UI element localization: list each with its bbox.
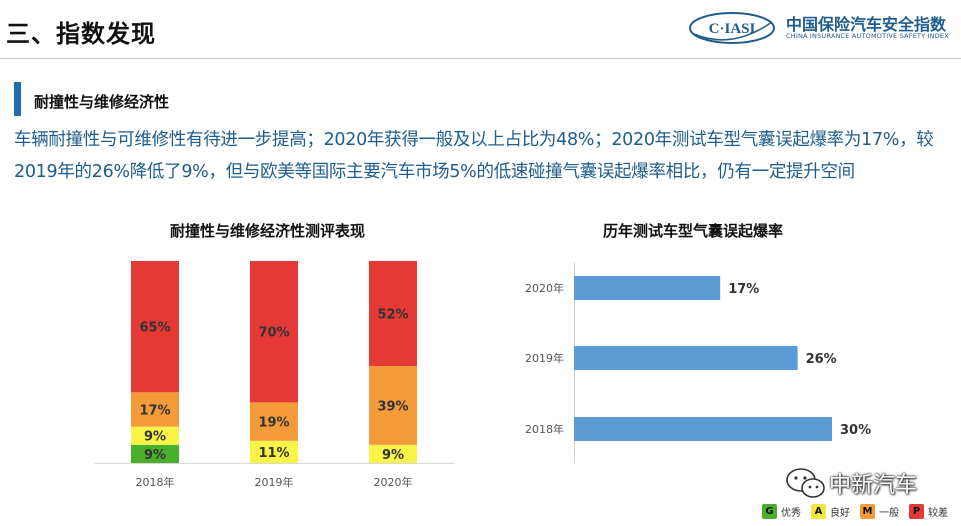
section-heading: 耐撞性与维修经济性 (34, 93, 170, 111)
bar-data-label: 9% (144, 448, 166, 463)
bar-segment-m (250, 402, 298, 441)
bar-data-label: 70% (258, 326, 289, 341)
legend-swatch-p: P (909, 503, 924, 519)
bar-segment-g (131, 444, 179, 463)
legend-label-a: 良好 (830, 507, 850, 519)
logo-name: 中国保险汽车安全指数 (786, 15, 947, 34)
ciasi-logo-mark-text: C·IASI (709, 21, 756, 37)
bar-data-label: 17% (139, 403, 170, 418)
airbag-bar (574, 346, 798, 370)
bar-data-label: 52% (377, 308, 408, 323)
bar-segment-a (369, 444, 417, 463)
bar-data-label: 9% (144, 430, 166, 445)
stacked-chart-title: 耐撞性与维修经济性测评表现 (170, 222, 366, 240)
legend-label-p: 较差 (928, 507, 948, 519)
ciasi-logo: C·IASI 中国保险汽车安全指数 CHINA INSURANCE AUTOMO… (688, 8, 956, 48)
rating-legend: G 优秀 A 良好 M 一般 P 较差 (762, 502, 958, 520)
legend-item-p: P 较差 (909, 503, 948, 519)
bar-data-label: 9% (382, 448, 404, 463)
airbag-bar (574, 417, 832, 441)
intro-paragraph: 车辆耐撞性与可维修性有待进一步提高；2020年获得一般及以上占比为48%；202… (14, 130, 934, 182)
page-title: 三、指数发现 (6, 20, 156, 48)
y-tick-label: 2020年 (525, 281, 564, 295)
airbag-data-label: 30% (840, 423, 871, 438)
section-accent-bar (14, 82, 21, 116)
wechat-icon (786, 468, 825, 498)
legend-item-m: M 一般 (860, 503, 899, 519)
bar-data-label: 65% (139, 321, 170, 336)
watermark-text: 中新汽车 (829, 473, 918, 498)
bar-data-label: 19% (258, 416, 289, 431)
watermark: 中新汽车 (783, 466, 917, 500)
x-tick-label: 2020年 (374, 475, 413, 489)
bar-segment-a (250, 440, 298, 463)
bar-segment-m (369, 366, 417, 445)
bar-data-label: 39% (377, 399, 408, 414)
legend-swatch-g: G (762, 503, 777, 519)
legend-item-a: A 良好 (811, 503, 850, 519)
legend-swatch-a: A (811, 503, 826, 519)
x-tick-label: 2018年 (136, 475, 175, 489)
bar-segment-p (250, 261, 298, 403)
bar-segment-m (131, 392, 179, 427)
bar-segment-p (131, 261, 179, 393)
ciasi-logo-mark: C·IASI (689, 12, 775, 44)
header-divider (0, 58, 961, 59)
airbag-bar (574, 276, 721, 300)
x-tick-label: 2019年 (255, 475, 294, 489)
legend-label-m: 一般 (879, 507, 899, 519)
y-tick-label: 2019年 (525, 351, 564, 365)
bar-segment-p (369, 261, 417, 367)
logo-subtitle: CHINA INSURANCE AUTOMOTIVE SAFETY INDEX (786, 32, 949, 40)
airbag-data-label: 17% (728, 282, 759, 297)
legend-swatch-m: M (860, 503, 875, 519)
y-tick-label: 2018年 (525, 422, 564, 436)
bar-data-label: 11% (258, 446, 289, 461)
legend-label-g: 优秀 (781, 507, 801, 519)
airbag-chart-title: 历年测试车型气囊误起爆率 (603, 222, 784, 240)
bar-segment-a (131, 426, 179, 445)
legend-item-g: G 优秀 (762, 503, 801, 519)
airbag-data-label: 26% (806, 352, 837, 367)
